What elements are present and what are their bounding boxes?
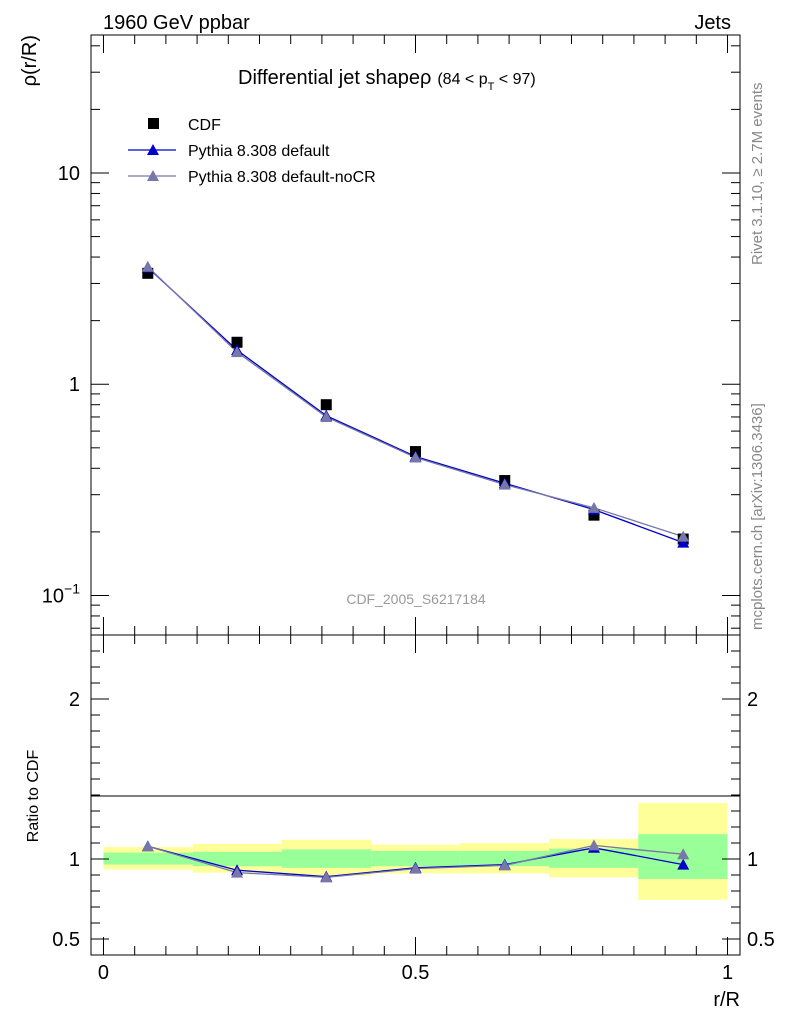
x-tick-label: 0 <box>98 962 109 984</box>
main-title-cut-sub: T <box>488 81 495 93</box>
main-y-tick-label-exponent: −1 <box>64 580 80 596</box>
legend-nocr-marker <box>147 170 159 181</box>
x-tick-label: 1 <box>722 962 733 984</box>
legend-cdf-marker <box>148 118 159 129</box>
ratio-band-green <box>459 851 550 867</box>
legend-default-label: Pythia 8.308 default <box>188 143 330 160</box>
mcplots-side-label: mcplots.cern.ch [arXiv:1306.3436] <box>749 403 766 630</box>
cdf-point <box>320 399 332 411</box>
main-series-point-2 <box>409 451 422 463</box>
main-y-tick-label-base: 10 <box>58 163 80 185</box>
ratio-series-point-0 <box>677 858 690 870</box>
main-title-cut-open: (84 < p <box>437 71 487 88</box>
ratio-y-axis-label: Ratio to CDF <box>25 750 42 843</box>
ratio-y-tick-label-right: 2 <box>747 689 758 711</box>
rivet-side-label: Rivet 3.1.10, ≥ 2.7M events <box>749 83 766 266</box>
ratio-series-point-1 <box>320 871 333 883</box>
ratio-frame <box>90 634 741 956</box>
main-series-point-2 <box>320 410 333 422</box>
legend-default-marker <box>147 144 159 155</box>
ratio-panel: 2 21 10.5 0.5 0 0.5 1 Ratio to CDF r/R <box>25 634 775 1011</box>
main-title-text: Differential jet shapeρ <box>238 67 431 89</box>
cdf-point <box>142 267 154 279</box>
ratio-band-green <box>103 852 193 865</box>
cdf-point <box>588 509 600 521</box>
main-series-line-2 <box>147 266 684 538</box>
main-series-point-2 <box>231 346 244 358</box>
legend: CDF Pythia 8.308 default Pythia 8.308 de… <box>128 117 376 186</box>
main-y-tick-label: 1 <box>69 374 80 396</box>
main-y-tick-label: 10 <box>58 163 80 185</box>
main-data-marks <box>141 260 690 548</box>
ratio-axis-ticks <box>91 634 740 956</box>
main-series-line-1 <box>147 267 684 544</box>
x-axis-label: r/R <box>713 989 740 1011</box>
main-axis-ticks <box>91 35 740 635</box>
x-tick-labels: 0 0.5 1 <box>98 962 733 984</box>
ratio-band-green <box>371 851 460 867</box>
legend-cdf-label: CDF <box>188 117 221 134</box>
ratio-uncertainty-bands <box>103 803 728 900</box>
ratio-y-tick-labels: 2 2 1 1 0.5 0.5 <box>52 689 775 951</box>
ratio-band-green <box>281 849 372 868</box>
main-y-tick-label-base: 10 <box>42 585 64 607</box>
ratio-series-point-1 <box>587 839 600 851</box>
ratio-band-green <box>192 851 282 867</box>
ratio-series-point-1 <box>409 862 422 874</box>
ratio-y-tick-label: 2 <box>69 689 80 711</box>
legend-nocr-label: Pythia 8.308 default-noCR <box>188 169 376 186</box>
main-y-tick-label: 10−1 <box>42 580 80 607</box>
main-y-axis-label: ρ(r/R) <box>19 35 41 86</box>
ratio-series-point-1 <box>498 859 511 871</box>
ratio-y-tick-label-right: 0.5 <box>747 929 775 951</box>
main-series-point-2 <box>141 260 154 272</box>
ratio-series-point-1 <box>231 866 244 878</box>
ratio-y-tick-label: 1 <box>69 849 80 871</box>
main-title: Differential jet shapeρ (84 < pT < 97) <box>238 67 536 93</box>
main-series-point-2 <box>587 501 600 513</box>
main-panel: Differential jet shapeρ (84 < pT < 97) ρ(… <box>19 34 741 636</box>
ratio-y-tick-label-right: 1 <box>747 849 758 871</box>
ratio-y-tick-label: 0.5 <box>52 929 80 951</box>
main-title-cut-close: < 97) <box>494 71 535 88</box>
ratio-band-green <box>549 848 639 868</box>
main-series-point-1 <box>677 536 690 548</box>
main-series-point-2 <box>677 530 690 542</box>
ratio-series-point-1 <box>677 848 690 860</box>
header-energy-label: 1960 GeV ppbar <box>103 12 250 34</box>
ratio-series-point-1 <box>141 840 154 852</box>
main-series-point-2 <box>498 478 511 490</box>
main-watermark: CDF_2005_S6217184 <box>346 591 486 607</box>
cdf-point <box>231 336 243 348</box>
ratio-data-marks <box>141 839 690 883</box>
main-y-tick-label-base: 1 <box>69 374 80 396</box>
x-tick-label: 0.5 <box>402 962 430 984</box>
header-process-label: Jets <box>694 12 731 34</box>
